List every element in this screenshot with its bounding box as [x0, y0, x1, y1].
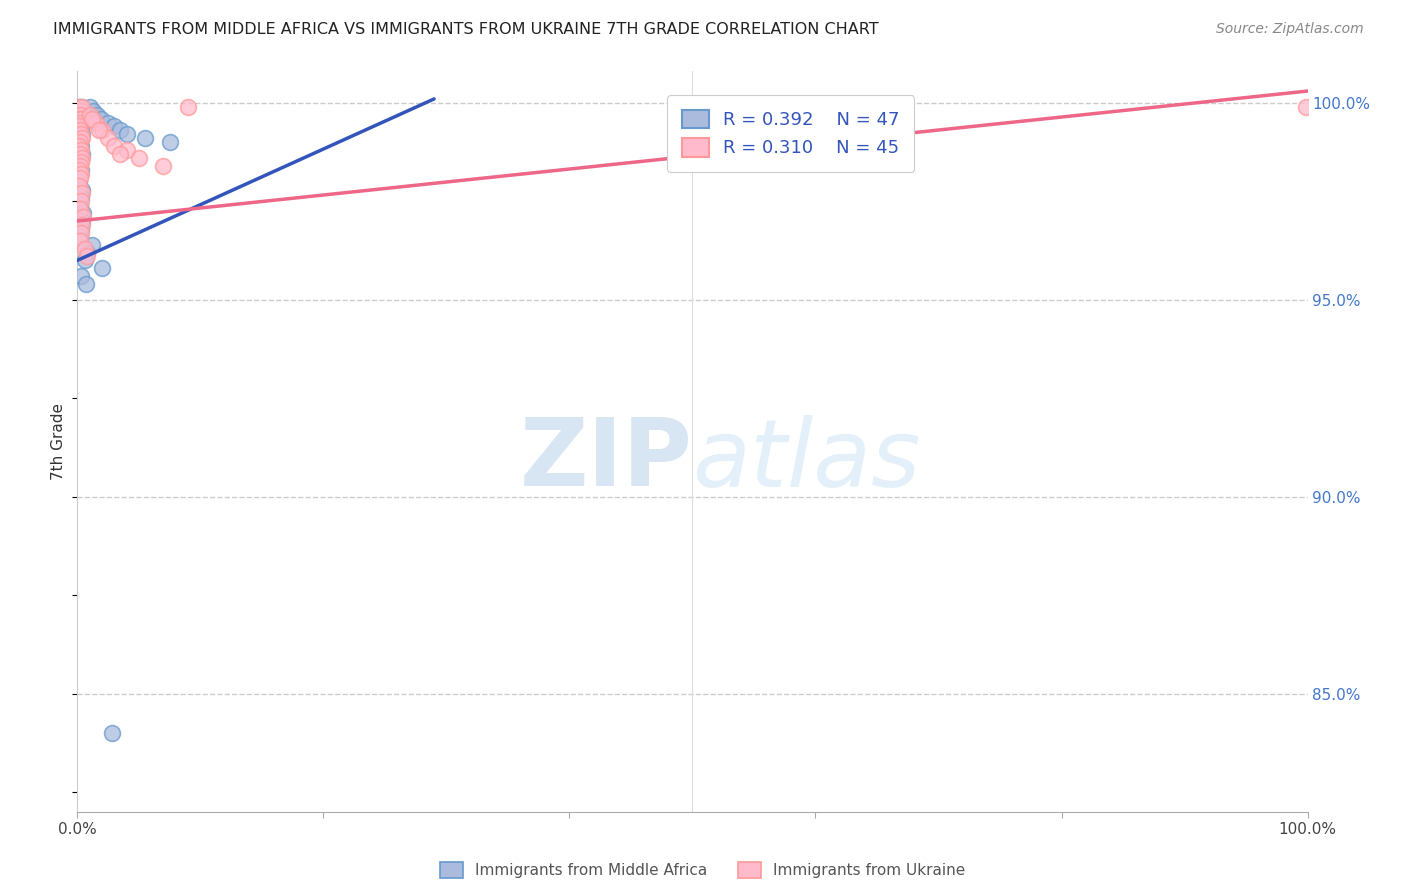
Point: [76, 250, 98, 264]
Point: [84, 115, 107, 129]
Point: [67, 100, 90, 114]
Point: [70, 218, 93, 232]
Point: [70, 108, 93, 122]
Text: ZIP: ZIP: [520, 414, 693, 506]
Point: [115, 128, 138, 142]
Point: [70, 194, 93, 209]
Point: [69, 198, 91, 212]
Point: [1295, 100, 1317, 114]
Point: [69, 147, 91, 161]
Point: [67, 112, 90, 126]
Point: [82, 112, 104, 126]
Point: [67, 162, 90, 177]
Point: [69, 108, 91, 122]
Point: [70, 100, 93, 114]
Point: [67, 139, 90, 153]
Point: [82, 237, 104, 252]
Point: [70, 139, 93, 153]
Point: [70, 131, 93, 145]
Point: [115, 143, 138, 157]
Text: Source: ZipAtlas.com: Source: ZipAtlas.com: [1216, 22, 1364, 37]
Point: [159, 135, 181, 149]
Point: [69, 229, 91, 244]
Point: [73, 242, 96, 256]
Point: [70, 214, 93, 228]
Point: [103, 139, 125, 153]
Point: [128, 151, 150, 165]
Point: [110, 147, 132, 161]
Point: [72, 206, 94, 220]
Point: [70, 103, 93, 118]
Point: [76, 245, 98, 260]
Point: [86, 108, 108, 122]
Point: [70, 269, 93, 284]
Point: [69, 108, 91, 122]
Point: [72, 210, 94, 224]
Point: [70, 100, 93, 114]
Point: [69, 159, 91, 173]
Point: [67, 178, 90, 193]
Point: [69, 115, 91, 129]
Point: [69, 103, 91, 118]
Point: [69, 123, 91, 137]
Point: [70, 190, 93, 204]
Point: [69, 131, 91, 145]
Text: IMMIGRANTS FROM MIDDLE AFRICA VS IMMIGRANTS FROM UKRAINE 7TH GRADE CORRELATION C: IMMIGRANTS FROM MIDDLE AFRICA VS IMMIGRA…: [53, 22, 879, 37]
Point: [69, 170, 91, 185]
Point: [70, 143, 93, 157]
Point: [70, 226, 93, 240]
Point: [69, 167, 91, 181]
Point: [70, 147, 93, 161]
Point: [89, 123, 111, 137]
Point: [67, 159, 90, 173]
Point: [70, 128, 93, 142]
Point: [69, 120, 91, 134]
Point: [70, 112, 93, 126]
Point: [101, 726, 124, 740]
Point: [70, 186, 93, 201]
Point: [152, 159, 174, 173]
Point: [73, 253, 96, 268]
Point: [90, 112, 112, 126]
Point: [70, 167, 93, 181]
Point: [79, 100, 101, 114]
Point: [75, 277, 97, 291]
Point: [82, 103, 104, 118]
Point: [69, 155, 91, 169]
Point: [90, 261, 114, 276]
Point: [67, 120, 90, 134]
Point: [67, 115, 90, 129]
Point: [134, 131, 156, 145]
Legend: Immigrants from Middle Africa, Immigrants from Ukraine: Immigrants from Middle Africa, Immigrant…: [434, 856, 972, 884]
Point: [67, 135, 90, 149]
Point: [70, 151, 93, 165]
Point: [67, 175, 90, 189]
Point: [69, 103, 91, 118]
Point: [69, 143, 91, 157]
Point: [70, 128, 93, 142]
Point: [103, 120, 125, 134]
Point: [67, 112, 90, 126]
Point: [177, 100, 200, 114]
Point: [97, 115, 120, 129]
Point: [69, 135, 91, 149]
Point: [70, 123, 93, 137]
Point: [97, 131, 120, 145]
Point: [90, 123, 114, 137]
Point: [69, 112, 91, 126]
Point: [110, 123, 132, 137]
Point: [67, 100, 90, 114]
Point: [70, 162, 93, 177]
Y-axis label: 7th Grade: 7th Grade: [51, 403, 66, 480]
Point: [70, 155, 93, 169]
Point: [70, 151, 93, 165]
Legend: R = 0.392    N = 47, R = 0.310    N = 45: R = 0.392 N = 47, R = 0.310 N = 45: [668, 95, 914, 172]
Point: [70, 182, 93, 196]
Point: [70, 222, 93, 236]
Point: [79, 108, 101, 122]
Point: [69, 202, 91, 217]
Point: [69, 234, 91, 248]
Point: [70, 103, 93, 118]
Text: atlas: atlas: [693, 415, 921, 506]
